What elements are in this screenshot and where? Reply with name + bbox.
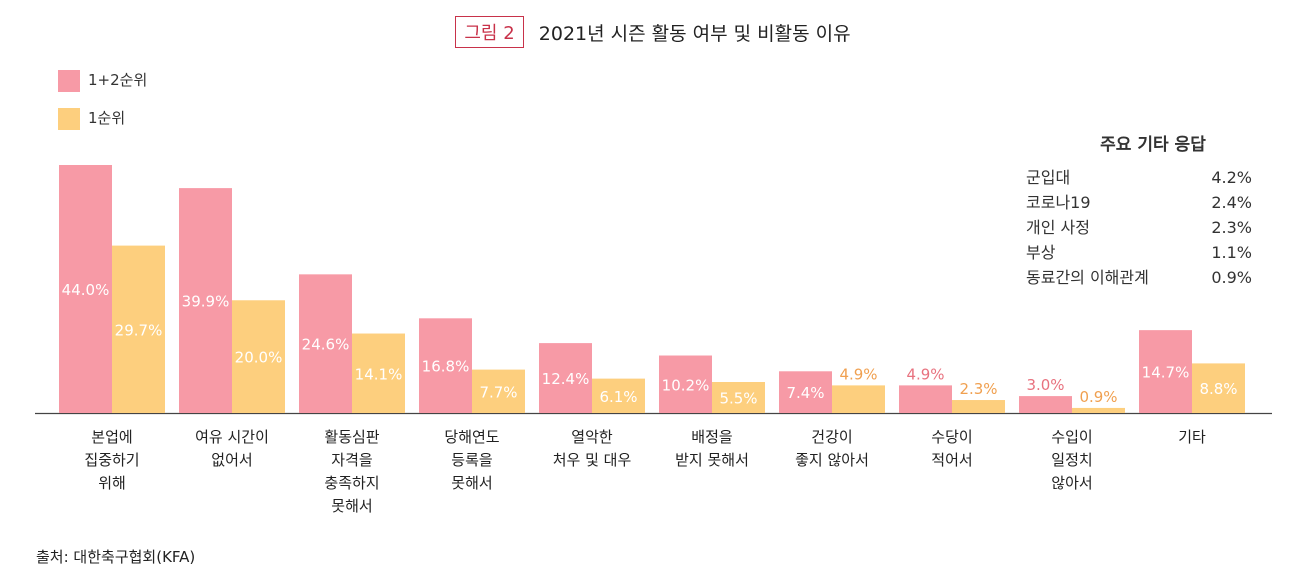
bar-rank1 (112, 245, 165, 413)
data-label: 44.0% (62, 281, 110, 299)
figure-title-bar: 그림 2 2021년 시즌 활동 여부 및 비활동 이유 (0, 16, 1306, 48)
other-response-value: 2.4% (1211, 193, 1252, 212)
data-label: 5.5% (719, 390, 757, 408)
category-label: 기타 (1178, 428, 1206, 446)
data-label: 29.7% (115, 321, 163, 339)
data-label: 14.7% (1142, 364, 1190, 382)
data-label: 24.6% (302, 336, 350, 354)
bar-rank12 (899, 385, 952, 413)
other-response-value: 2.3% (1211, 218, 1252, 237)
data-label: 4.9% (906, 365, 944, 383)
bar-rank12 (59, 165, 112, 413)
legend-label-2: 1순위 (88, 109, 126, 127)
other-response-label: 개인 사정 (1026, 218, 1090, 237)
other-responses-box: 주요 기타 응답 군입대 4.2% 코로나19 2.4% 개인 사정 2.3% 부상 1.1%… (1026, 130, 1252, 290)
other-response-value: 1.1% (1211, 243, 1252, 262)
category-label: 배정을 받지 못해서 (675, 428, 749, 469)
other-response-label: 코로나19 (1026, 193, 1091, 212)
data-label: 0.9% (1079, 388, 1117, 406)
other-response-row: 코로나19 2.4% (1026, 190, 1252, 215)
bar-rank1 (472, 369, 525, 413)
other-response-row: 개인 사정 2.3% (1026, 215, 1252, 240)
other-responses-list: 군입대 4.2% 코로나19 2.4% 개인 사정 2.3% 부상 1.1% 동료간의 이해관계… (1026, 165, 1252, 290)
category-label: 수입이 일정치 않아서 (1051, 428, 1093, 492)
data-label: 14.1% (355, 365, 403, 383)
data-label: 7.7% (479, 383, 517, 401)
data-label: 6.1% (599, 388, 637, 406)
bar-rank12 (659, 355, 712, 413)
other-response-row: 부상 1.1% (1026, 240, 1252, 265)
data-label: 39.9% (182, 293, 230, 311)
data-label: 10.2% (662, 376, 710, 394)
bar-rank12 (179, 188, 232, 413)
bar-rank1 (1072, 407, 1125, 413)
bar-rank12 (299, 274, 352, 413)
other-response-label: 동료간의 이해관계 (1026, 268, 1149, 287)
data-label: 20.0% (235, 349, 283, 367)
legend-item-2: 1순위 (58, 107, 125, 130)
category-label: 건강이 좋지 않아서 (795, 428, 869, 469)
figure-title: 2021년 시즌 활동 여부 및 비활동 이유 (538, 22, 851, 45)
other-response-row: 군입대 4.2% (1026, 165, 1252, 190)
data-label: 16.8% (422, 358, 470, 376)
category-label: 활동심판 자격을 충족하지 못해서 (324, 428, 380, 515)
category-label: 여유 시간이 없어서 (195, 428, 269, 469)
bar-rank1 (832, 385, 885, 413)
source-note: 출처: 대한축구협회(KFA) (36, 548, 196, 566)
bar-rank1 (1192, 363, 1245, 413)
bar-rank12 (419, 318, 472, 413)
figure-label: 그림 2 (455, 16, 524, 48)
category-label: 본업에 집중하기 위해 (84, 428, 140, 492)
other-response-row: 동료간의 이해관계 0.9% (1026, 265, 1252, 290)
other-response-label: 군입대 (1026, 168, 1071, 187)
legend-swatch-1 (58, 69, 80, 92)
category-label: 수당이 적어서 (931, 428, 973, 469)
data-label: 4.9% (839, 365, 877, 383)
legend-item-1: 1+2순위 (58, 69, 147, 92)
bar-rank12 (779, 371, 832, 413)
other-response-value: 0.9% (1211, 268, 1252, 287)
data-label: 12.4% (542, 370, 590, 388)
data-label: 2.3% (959, 380, 997, 398)
legend-swatch-2 (58, 107, 80, 130)
category-label: 열악한 처우 및 대우 (552, 428, 632, 469)
data-label: 3.0% (1026, 376, 1064, 394)
bar-rank1 (232, 300, 285, 413)
data-label: 7.4% (786, 384, 824, 402)
bar-rank1 (952, 400, 1005, 413)
category-label: 당해연도 등록을 못해서 (444, 428, 500, 492)
legend-label-1: 1+2순위 (88, 71, 148, 89)
data-label: 8.8% (1199, 380, 1237, 398)
bar-rank12 (1019, 396, 1072, 413)
bar-rank1 (352, 333, 405, 413)
bar-rank12 (1139, 330, 1192, 413)
bar-rank12 (539, 343, 592, 413)
other-responses-title: 주요 기타 응답 (1100, 135, 1206, 155)
bar-rank1 (592, 378, 645, 413)
other-response-value: 4.2% (1211, 168, 1252, 187)
bar-rank1 (712, 382, 765, 413)
other-response-label: 부상 (1026, 243, 1056, 262)
